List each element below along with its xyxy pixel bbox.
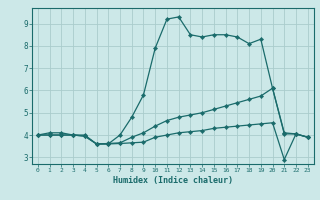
X-axis label: Humidex (Indice chaleur): Humidex (Indice chaleur) (113, 176, 233, 185)
